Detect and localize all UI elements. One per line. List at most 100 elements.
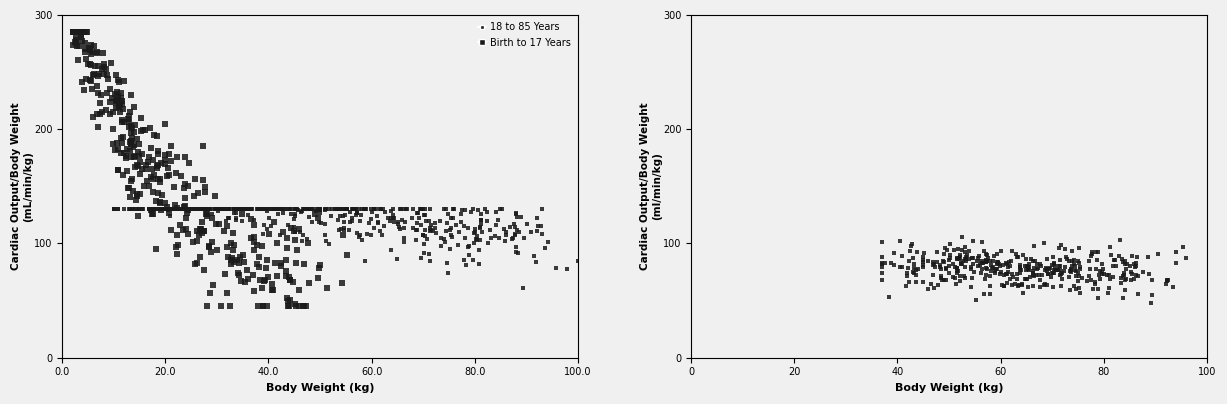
Point	[112, 139, 131, 146]
Point	[187, 206, 206, 213]
Point	[342, 206, 362, 213]
Point	[249, 254, 269, 260]
Point	[913, 254, 933, 260]
Point	[1036, 266, 1055, 273]
Point	[1139, 271, 1158, 277]
Point	[528, 215, 547, 221]
Point	[409, 215, 428, 221]
Point	[129, 149, 148, 155]
Point	[382, 215, 401, 221]
Point	[467, 232, 487, 239]
Point	[168, 206, 188, 213]
Point	[104, 206, 124, 213]
Point	[342, 215, 362, 222]
Point	[1047, 267, 1066, 273]
Point	[1109, 252, 1129, 259]
Point	[913, 259, 933, 265]
Point	[173, 206, 193, 213]
Point	[1043, 269, 1063, 276]
Point	[72, 79, 92, 85]
Point	[1061, 266, 1081, 273]
Point	[279, 303, 298, 309]
Point	[1045, 266, 1065, 273]
Point	[374, 222, 394, 229]
Point	[330, 213, 350, 220]
Point	[937, 246, 957, 253]
Point	[152, 206, 172, 213]
Point	[945, 264, 964, 271]
Point	[136, 166, 156, 173]
Point	[231, 206, 250, 213]
Point	[977, 265, 996, 271]
Point	[1038, 271, 1058, 277]
Point	[64, 29, 83, 36]
Point	[167, 170, 187, 177]
Point	[925, 264, 945, 270]
Point	[109, 79, 129, 86]
Point	[1090, 276, 1109, 282]
Point	[217, 244, 237, 250]
Point	[951, 254, 971, 260]
Point	[144, 157, 163, 163]
Point	[955, 264, 974, 270]
Point	[271, 263, 291, 269]
Point	[167, 154, 187, 160]
Point	[1124, 261, 1144, 267]
Point	[210, 206, 229, 213]
Point	[975, 257, 995, 263]
Point	[231, 206, 250, 213]
Point	[467, 207, 487, 214]
Point	[908, 266, 928, 272]
Point	[207, 247, 227, 253]
Point	[885, 262, 904, 269]
Point	[1086, 249, 1106, 255]
Point	[346, 211, 366, 218]
Point	[198, 303, 217, 309]
Point	[355, 206, 374, 213]
Point	[469, 260, 488, 267]
Point	[928, 282, 947, 288]
Point	[151, 160, 171, 166]
Point	[66, 29, 86, 36]
Point	[82, 86, 102, 92]
Point	[298, 239, 318, 246]
Point	[104, 206, 124, 213]
Point	[940, 263, 960, 269]
Point	[352, 237, 372, 243]
Point	[142, 210, 162, 217]
Point	[119, 206, 139, 213]
Point	[98, 76, 118, 82]
Point	[104, 206, 124, 213]
Point	[1157, 277, 1177, 284]
Point	[108, 167, 128, 174]
Point	[194, 267, 213, 274]
Point	[310, 207, 330, 214]
Point	[1115, 258, 1135, 265]
Point	[1080, 266, 1099, 273]
Point	[1005, 281, 1025, 287]
Point	[990, 263, 1010, 269]
Point	[232, 206, 252, 213]
Point	[155, 121, 174, 128]
Point	[112, 117, 131, 124]
Point	[280, 206, 299, 213]
Point	[455, 235, 475, 242]
Point	[936, 277, 956, 284]
Point	[1056, 254, 1076, 260]
Point	[188, 189, 207, 196]
Point	[1086, 265, 1106, 272]
Point	[222, 255, 242, 261]
Point	[185, 176, 205, 182]
Point	[161, 206, 180, 213]
Point	[1016, 262, 1036, 269]
Point	[931, 266, 951, 273]
Point	[227, 257, 247, 264]
Point	[108, 146, 128, 152]
Point	[175, 202, 195, 209]
Point	[306, 211, 325, 218]
Point	[1113, 259, 1133, 265]
Point	[129, 213, 148, 219]
Point	[121, 135, 141, 141]
Point	[255, 206, 275, 213]
Point	[142, 206, 162, 213]
